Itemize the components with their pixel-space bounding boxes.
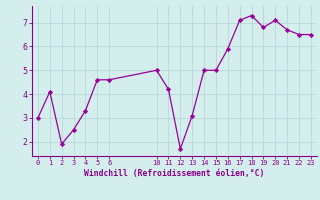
- X-axis label: Windchill (Refroidissement éolien,°C): Windchill (Refroidissement éolien,°C): [84, 169, 265, 178]
